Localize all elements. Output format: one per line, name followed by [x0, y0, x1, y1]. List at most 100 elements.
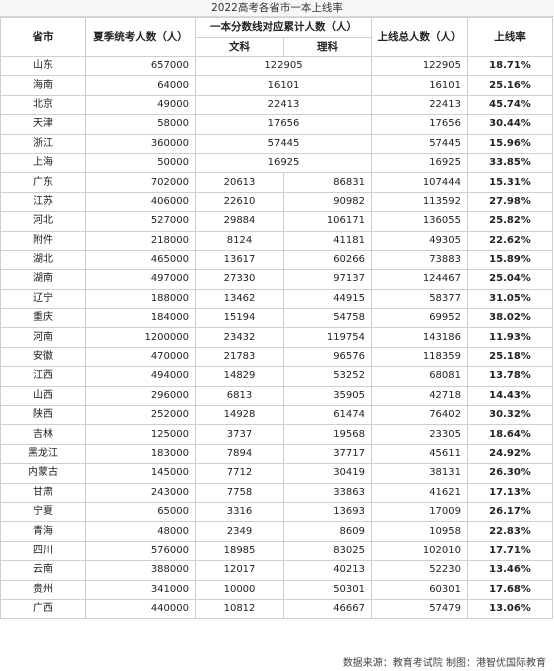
science-cell: 106171	[283, 211, 372, 232]
rate-cell: 22.83%	[467, 521, 553, 542]
total-cell: 102010	[371, 540, 468, 562]
science-cell: 97137	[283, 269, 372, 290]
province-cell: 河南	[0, 327, 86, 348]
source-footer: 数据来源：教育考试院 制图：港智优国际教育	[342, 658, 546, 669]
arts-cell: 7712	[195, 463, 284, 484]
rate-cell: 15.31%	[467, 172, 553, 193]
applicants-cell: 657000	[85, 55, 196, 77]
table-row: 重庆 184000 15194 54758 69952 38.02%	[0, 308, 553, 329]
arts-cell: 20613	[195, 172, 284, 193]
rate-cell: 26.17%	[467, 501, 553, 523]
arts-cell: 21783	[195, 346, 284, 368]
applicants-cell: 576000	[85, 540, 196, 562]
province-cell: 安徽	[0, 346, 86, 368]
table-row: 山西 296000 6813 35905 42718 14.43%	[0, 385, 553, 407]
applicants-cell: 218000	[85, 230, 196, 251]
arts-cell: 13617	[195, 249, 284, 271]
province-cell: 湖北	[0, 249, 86, 271]
science-cell: 30419	[283, 463, 372, 484]
province-cell: 广西	[0, 598, 86, 620]
arts-cell: 10812	[195, 598, 284, 620]
header-row-sub: 文科 理科	[1, 36, 553, 57]
rate-cell: 30.32%	[467, 405, 553, 426]
rate-cell: 31.05%	[467, 288, 553, 310]
rate-cell: 24.92%	[467, 443, 553, 465]
table-row: 青海 48000 2349 8609 10958 22.83%	[0, 521, 553, 542]
table-row: 辽宁 188000 13462 44915 58377 31.05%	[0, 288, 553, 310]
applicants-cell: 440000	[85, 598, 196, 620]
table-row: 宁夏 65000 3316 13693 17009 26.17%	[0, 501, 553, 523]
arts-cell: 7758	[195, 482, 284, 503]
rate-cell: 17.71%	[467, 540, 553, 562]
province-cell: 内蒙古	[0, 463, 86, 484]
total-cell: 17009	[371, 501, 468, 523]
table-row: 吉林 125000 3737 19568 23305 18.64%	[0, 424, 553, 445]
science-cell: 35905	[283, 385, 372, 407]
header-total: 上线总人数（人）	[371, 17, 468, 57]
table-row: 河南 1200000 23432 119754 143186 11.93%	[0, 327, 553, 348]
header-province: 省市	[0, 17, 86, 57]
table-row: 湖南 497000 27330 97137 124467 25.04%	[0, 269, 553, 290]
total-cell: 22413	[371, 94, 468, 116]
rate-cell: 13.46%	[467, 560, 553, 581]
arts-cell: 27330	[195, 269, 284, 290]
science-cell: 41181	[283, 230, 372, 251]
province-cell: 重庆	[0, 308, 86, 329]
header-arts: 文科	[195, 36, 284, 57]
total-cell: 68081	[371, 366, 468, 387]
total-cell: 16925	[371, 152, 468, 174]
total-cell: 76402	[371, 405, 468, 426]
province-cell: 海南	[0, 75, 86, 96]
total-cell: 41621	[371, 482, 468, 503]
science-cell: 40213	[283, 560, 372, 581]
rate-cell: 18.71%	[467, 55, 553, 77]
header-science: 理科	[283, 36, 372, 57]
science-cell: 54758	[283, 308, 372, 329]
total-cell: 16101	[371, 75, 468, 96]
province-cell: 湖南	[0, 269, 86, 290]
rate-cell: 13.78%	[467, 366, 553, 387]
science-cell: 83025	[283, 540, 372, 562]
applicants-cell: 64000	[85, 75, 196, 96]
applicants-cell: 527000	[85, 211, 196, 232]
arts-cell: 6813	[195, 385, 284, 407]
applicants-cell: 188000	[85, 288, 196, 310]
arts-cell: 12017	[195, 560, 284, 581]
rate-cell: 26.30%	[467, 463, 553, 484]
table-row: 安徽 470000 21783 96576 118359 25.18%	[0, 346, 553, 368]
cumulative-cell: 17656	[195, 114, 372, 135]
science-cell: 119754	[283, 327, 372, 348]
arts-cell: 13462	[195, 288, 284, 310]
province-cell: 陕西	[0, 405, 86, 426]
rate-cell: 18.64%	[467, 424, 553, 445]
table-row: 江苏 406000 22610 90982 113592 27.98%	[0, 191, 553, 213]
rate-cell: 25.18%	[467, 346, 553, 368]
total-cell: 69952	[371, 308, 468, 329]
applicants-cell: 497000	[85, 269, 196, 290]
province-cell: 河北	[0, 211, 86, 232]
cumulative-cell: 57445	[195, 133, 372, 154]
table-row: 广东 702000 20613 86831 107444 15.31%	[0, 172, 553, 193]
science-cell: 37717	[283, 443, 372, 465]
table-row: 上海 50000 16925 16925 33.85%	[0, 152, 553, 174]
rate-cell: 27.98%	[467, 191, 553, 213]
arts-cell: 8124	[195, 230, 284, 251]
arts-cell: 14829	[195, 366, 284, 387]
total-cell: 45611	[371, 443, 468, 465]
arts-cell: 3316	[195, 501, 284, 523]
province-cell: 辽宁	[0, 288, 86, 310]
province-cell: 广东	[0, 172, 86, 193]
science-cell: 86831	[283, 172, 372, 193]
science-cell: 50301	[283, 579, 372, 600]
province-cell: 天津	[0, 114, 86, 135]
applicants-cell: 252000	[85, 405, 196, 426]
total-cell: 73883	[371, 249, 468, 271]
total-cell: 143186	[371, 327, 468, 348]
province-cell: 黑龙江	[0, 443, 86, 465]
applicants-cell: 145000	[85, 463, 196, 484]
total-cell: 124467	[371, 269, 468, 290]
arts-cell: 23432	[195, 327, 284, 348]
rate-cell: 38.02%	[467, 308, 553, 329]
table-row: 河北 527000 29884 106171 136055 25.82%	[0, 211, 553, 232]
